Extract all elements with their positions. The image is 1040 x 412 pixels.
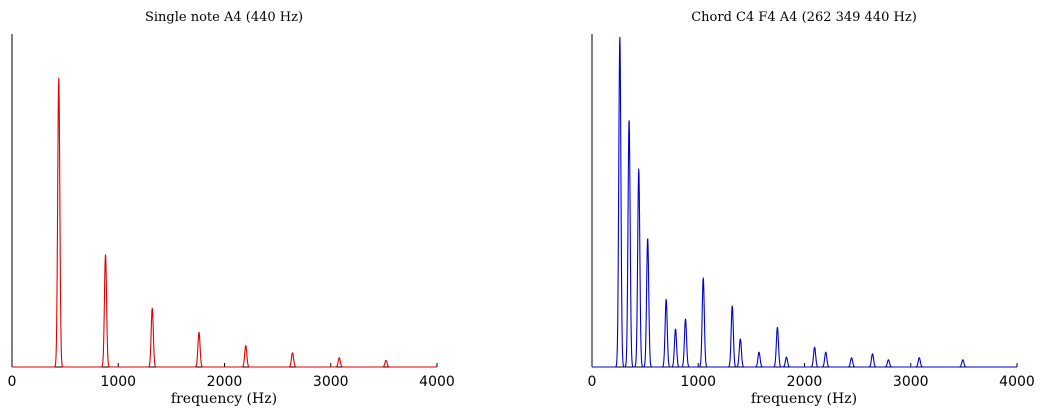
x-tick-label: 2000 — [207, 374, 243, 390]
x-ticks: 0 1000 2000 3000 4000 — [588, 363, 1035, 390]
x-tick-label: 3000 — [893, 374, 929, 390]
x-tick-label: 4000 — [419, 374, 455, 390]
chart-title: Single note A4 (440 Hz) — [145, 10, 303, 25]
x-tick-label: 1000 — [680, 374, 716, 390]
x-tick-label: 0 — [588, 374, 597, 390]
x-tick-label: 2000 — [787, 374, 823, 390]
spectrum-line — [11, 77, 438, 368]
x-tick-label: 3000 — [313, 374, 349, 390]
chart-single-note: Single note A4 (440 Hz) 0 1000 2000 3000 400… — [8, 10, 455, 407]
series-group — [11, 77, 438, 368]
chart-chord: Chord C4 F4 A4 (262 349 440 Hz) 0 1000 200… — [588, 10, 1035, 407]
x-ticks: 0 1000 2000 3000 4000 — [8, 363, 455, 390]
x-axis-label: frequency (Hz) — [171, 391, 277, 407]
x-axis-label: frequency (Hz) — [751, 391, 857, 407]
x-tick-label: 4000 — [999, 374, 1035, 390]
spectrum-line — [591, 36, 1018, 368]
series-group — [591, 36, 1018, 368]
x-tick-label: 1000 — [100, 374, 136, 390]
chart-title: Chord C4 F4 A4 (262 349 440 Hz) — [691, 10, 917, 25]
x-tick-label: 0 — [8, 374, 17, 390]
